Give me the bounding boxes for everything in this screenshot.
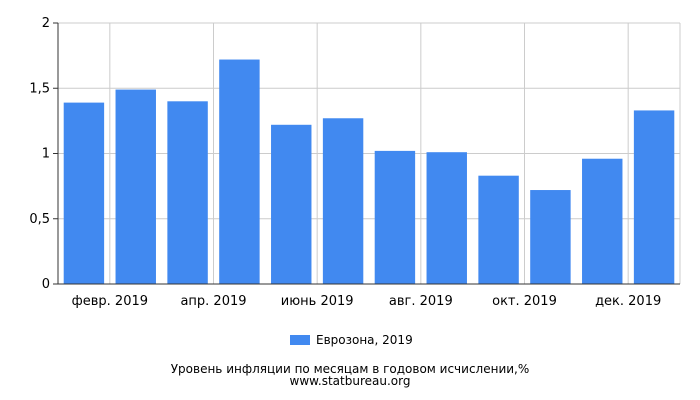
y-tick-label: 2 (42, 16, 50, 31)
bar-2 (115, 89, 156, 285)
bar-5 (271, 124, 312, 284)
y-tick-label: 0,5 (29, 212, 50, 227)
x-tick-label: дек. 2019 (595, 294, 661, 309)
x-tick-label: апр. 2019 (180, 294, 246, 309)
bar-10 (530, 190, 571, 284)
bar-4 (219, 59, 260, 284)
x-tick-label: февр. 2019 (72, 294, 148, 309)
chart-caption: Уровень инфляции по месяцам в годовом ис… (0, 363, 700, 387)
bar-8 (426, 152, 467, 284)
y-tick-label: 1 (42, 147, 50, 162)
x-tick-label: июнь 2019 (281, 294, 354, 309)
bar-6 (322, 118, 364, 284)
legend: Еврозона, 2019 (290, 333, 413, 347)
caption-source: www.statbureau.org (289, 374, 411, 388)
bar-9 (478, 175, 519, 284)
bar-11 (582, 158, 623, 284)
bar-3 (167, 101, 208, 284)
y-tick-label: 0 (42, 277, 50, 292)
bar-7 (374, 150, 416, 284)
x-tick-label: авг. 2019 (389, 294, 453, 309)
legend-label: Еврозона, 2019 (316, 333, 413, 347)
x-tick-label: окт. 2019 (492, 294, 557, 309)
caption-title: Уровень инфляции по месяцам в годовом ис… (170, 362, 530, 376)
y-tick-label: 1,5 (29, 81, 50, 96)
bar-1 (63, 102, 105, 284)
legend-swatch (290, 335, 310, 345)
bar-12 (633, 110, 675, 284)
